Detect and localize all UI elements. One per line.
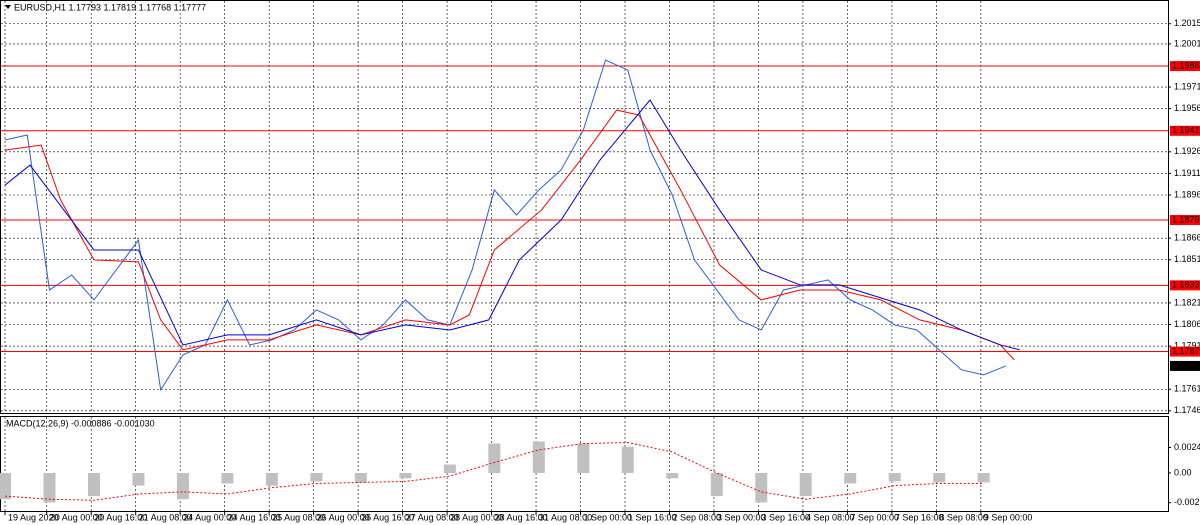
macd-bar bbox=[43, 472, 56, 503]
macd-bar bbox=[354, 472, 367, 483]
macd-frame bbox=[0, 416, 1169, 512]
macd-title: MACD(12,26,9) -0.000886 -0.001030 bbox=[6, 418, 155, 428]
x-tick-label: 1 Sep 00:00 bbox=[584, 512, 633, 522]
x-tick-label: 24 Aug 16:00 bbox=[228, 512, 281, 522]
x-tick-label: 19 Aug 2020 bbox=[8, 512, 59, 522]
y-tick-label: 1.20015 bbox=[1174, 38, 1200, 48]
macd-bar bbox=[532, 441, 545, 473]
level-tag bbox=[1170, 125, 1200, 136]
x-tick-label: 28 Aug 00:00 bbox=[450, 512, 503, 522]
main-frame bbox=[0, 0, 1169, 414]
x-tick-label: 7 Sep 00:00 bbox=[850, 512, 899, 522]
macd-bar bbox=[488, 443, 501, 473]
x-tick-label: 2 Sep 08:00 bbox=[672, 512, 721, 522]
macd-bar bbox=[577, 443, 590, 473]
x-tick-label: 8 Sep 08:00 bbox=[939, 512, 988, 522]
y-tick-label: 1.19265 bbox=[1174, 146, 1200, 156]
y-tick-label: 1.19715 bbox=[1174, 81, 1200, 91]
x-tick-label: 1 Sep 16:00 bbox=[628, 512, 677, 522]
level-tag bbox=[1170, 346, 1200, 357]
level-tag bbox=[1170, 61, 1200, 72]
macd-bar bbox=[666, 472, 679, 479]
y-tick-label: 1.17465 bbox=[1174, 405, 1200, 415]
macd-bar bbox=[132, 472, 145, 486]
menu-icon[interactable] bbox=[5, 5, 11, 9]
x-tick-label: 3 Sep 00:00 bbox=[717, 512, 766, 522]
level-tag bbox=[1170, 215, 1200, 226]
macd-bar bbox=[310, 472, 323, 482]
y-tick-label: 1.18215 bbox=[1174, 297, 1200, 307]
macd-bar bbox=[0, 472, 12, 500]
x-tick-label: 28 Aug 16:00 bbox=[495, 512, 548, 522]
level-label: 1.17877 bbox=[1172, 346, 1200, 356]
x-tick-label: 4 Sep 08:00 bbox=[806, 512, 855, 522]
macd-bar bbox=[755, 472, 768, 503]
macd-bar bbox=[399, 472, 412, 479]
x-tick-label: 3 Sep 16:00 bbox=[761, 512, 810, 522]
x-tick-label: 21 Aug 08:00 bbox=[139, 512, 192, 522]
y-tick-label: 1.20155 bbox=[1174, 18, 1200, 28]
x-tick-label: 31 Aug 08:00 bbox=[539, 512, 592, 522]
y-tick-label: 0.002429 bbox=[1174, 442, 1200, 452]
y-tick-label: 1.19115 bbox=[1174, 168, 1200, 178]
price-label: 1.17777 bbox=[1172, 360, 1200, 370]
y-tick-label: 1.17615 bbox=[1174, 384, 1200, 394]
price-line bbox=[4, 99, 1020, 351]
price-line bbox=[4, 109, 1015, 361]
x-tick-label: 27 Aug 08:00 bbox=[406, 512, 459, 522]
macd-bar bbox=[710, 472, 723, 497]
macd-bar bbox=[265, 472, 278, 486]
x-tick-label: 26 Aug 00:00 bbox=[317, 512, 370, 522]
y-tick-label: -0.00282 bbox=[1174, 497, 1200, 507]
x-tick-label: 7 Sep 16:00 bbox=[895, 512, 944, 522]
y-tick-label: 1.18515 bbox=[1174, 254, 1200, 264]
x-tick-label: 26 Aug 16:00 bbox=[361, 512, 414, 522]
y-tick-label: 1.18665 bbox=[1174, 233, 1200, 243]
y-tick-label: 1.19565 bbox=[1174, 103, 1200, 113]
x-tick-label: 20 Aug 16:00 bbox=[94, 512, 147, 522]
macd-bar bbox=[844, 472, 857, 484]
y-tick-label: 1.18965 bbox=[1174, 189, 1200, 199]
signal-line bbox=[4, 442, 984, 501]
price-tag bbox=[1170, 360, 1200, 371]
macd-bar bbox=[176, 472, 189, 500]
macd-bar bbox=[977, 472, 990, 483]
level-label: 1.18337 bbox=[1172, 280, 1200, 290]
x-tick-label: 9 Sep 00:00 bbox=[984, 512, 1033, 522]
x-tick-label: 24 Aug 00:00 bbox=[183, 512, 236, 522]
y-tick-label: 1.17915 bbox=[1174, 340, 1200, 350]
macd-bar bbox=[933, 472, 946, 483]
level-tag bbox=[1170, 280, 1200, 291]
macd-bar bbox=[87, 472, 100, 497]
x-tick-label: 25 Aug 08:00 bbox=[272, 512, 325, 522]
x-tick-label: 20 Aug 00:00 bbox=[50, 512, 103, 522]
chart-title: EURUSD,H1 1.17793 1.17819 1.17768 1.1777… bbox=[14, 2, 206, 12]
macd-bar bbox=[799, 472, 812, 497]
macd-bar bbox=[621, 446, 634, 473]
macd-bar bbox=[888, 472, 901, 482]
macd-bar bbox=[221, 472, 234, 484]
y-tick-label: 0.00 bbox=[1174, 467, 1192, 477]
macd-bar bbox=[443, 464, 456, 473]
y-tick-label: 1.18065 bbox=[1174, 319, 1200, 329]
